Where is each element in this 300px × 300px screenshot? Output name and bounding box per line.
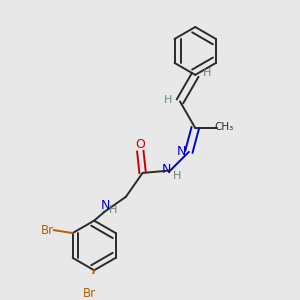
Text: N: N bbox=[161, 163, 171, 176]
Text: N: N bbox=[101, 199, 110, 212]
Text: H: H bbox=[164, 95, 172, 105]
Text: CH₃: CH₃ bbox=[215, 122, 234, 132]
Text: H: H bbox=[203, 68, 212, 78]
Text: O: O bbox=[135, 138, 145, 151]
Text: H: H bbox=[172, 171, 181, 181]
Text: Br: Br bbox=[41, 224, 54, 237]
Text: N: N bbox=[177, 146, 186, 158]
Text: Br: Br bbox=[83, 287, 96, 300]
Text: H: H bbox=[109, 205, 117, 214]
